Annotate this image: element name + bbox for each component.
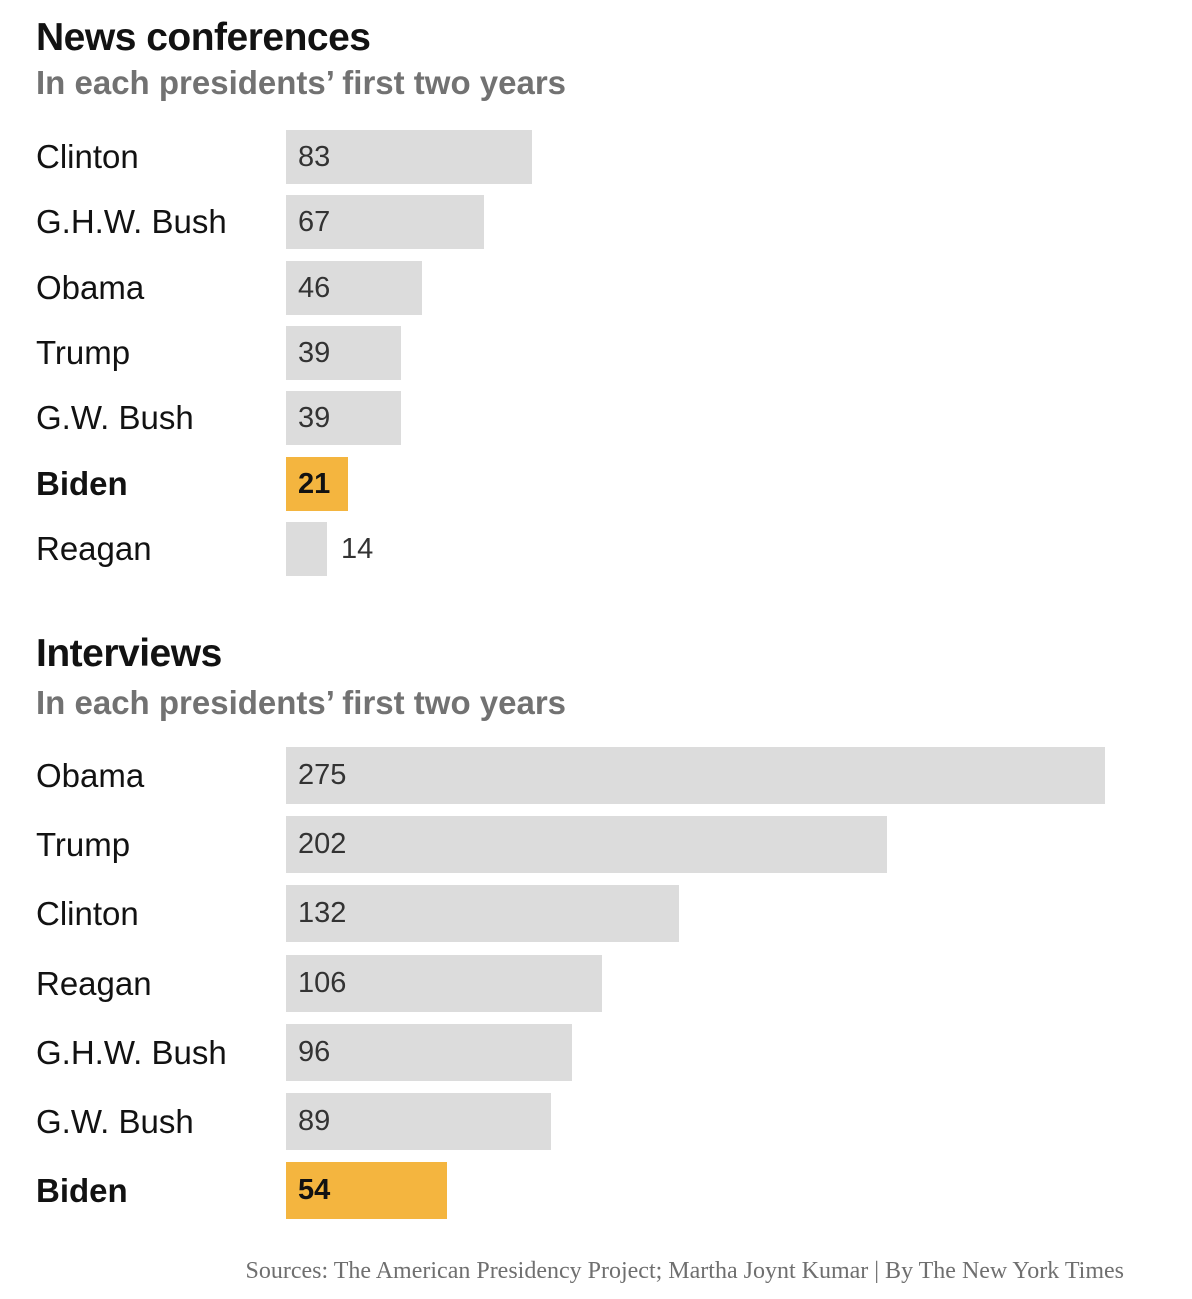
value-label: 83	[298, 141, 331, 173]
value-label: 202	[298, 828, 347, 860]
value-label: 106	[298, 967, 347, 999]
value-label: 39	[298, 402, 331, 434]
category-label: Obama	[36, 269, 145, 306]
bar	[286, 326, 401, 380]
bar-row: G.W. Bush 89	[0, 1093, 1192, 1150]
bar-row: Clinton 132	[0, 885, 1192, 942]
bar	[286, 885, 679, 942]
bar	[286, 955, 602, 1012]
source-note: Sources: The American Presidency Project…	[245, 1258, 1124, 1284]
category-label: G.H.W. Bush	[36, 203, 227, 240]
bar-row: Reagan 106	[0, 955, 1192, 1012]
bar	[286, 1162, 447, 1219]
bar-row: G.W. Bush 39	[0, 391, 1192, 445]
value-label: 39	[298, 337, 331, 369]
category-label: Clinton	[36, 895, 139, 932]
chart-title: News conferences	[36, 16, 371, 59]
bar	[286, 816, 887, 873]
value-label: 96	[298, 1036, 331, 1068]
bar	[286, 457, 348, 511]
bar-row: Trump 202	[0, 816, 1192, 873]
value-label: 46	[298, 272, 331, 304]
category-label: Clinton	[36, 138, 139, 175]
category-label: Reagan	[36, 530, 152, 567]
bar	[286, 1024, 572, 1081]
category-label: G.W. Bush	[36, 1103, 194, 1140]
value-label: 67	[298, 206, 331, 238]
bar	[286, 195, 484, 249]
chart-subtitle: In each presidents’ first two years	[36, 64, 567, 101]
category-label: Reagan	[36, 965, 152, 1002]
value-label: 132	[298, 897, 347, 929]
value-label: 275	[298, 759, 347, 791]
bar-row: Trump 39	[0, 326, 1192, 380]
value-label: 89	[298, 1105, 331, 1137]
bar-row: Obama 46	[0, 261, 1192, 315]
bar	[286, 1093, 551, 1150]
category-label: G.H.W. Bush	[36, 1034, 227, 1071]
chart-title: Interviews	[36, 632, 222, 675]
bar	[286, 747, 1105, 804]
bar-row: Obama 275	[0, 747, 1192, 804]
category-label: Obama	[36, 757, 145, 794]
category-label: Trump	[36, 334, 131, 371]
bar-row: Clinton 83	[0, 130, 1192, 184]
value-label: 54	[298, 1174, 331, 1206]
bar-row: G.H.W. Bush 67	[0, 195, 1192, 249]
bar-row: Biden 21	[0, 457, 1192, 511]
category-label: Biden	[36, 465, 128, 502]
bar-row: Biden 54	[0, 1162, 1192, 1219]
category-label: G.W. Bush	[36, 399, 194, 436]
bar	[286, 522, 327, 576]
bar	[286, 130, 532, 184]
value-label: 21	[298, 468, 331, 500]
category-label: Trump	[36, 826, 131, 863]
bar-row: Reagan 14	[0, 522, 1192, 576]
value-label: 14	[341, 533, 374, 565]
bar	[286, 261, 422, 315]
chart-subtitle: In each presidents’ first two years	[36, 684, 567, 721]
category-label: Biden	[36, 1172, 128, 1209]
bar	[286, 391, 401, 445]
bar-row: G.H.W. Bush 96	[0, 1024, 1192, 1081]
